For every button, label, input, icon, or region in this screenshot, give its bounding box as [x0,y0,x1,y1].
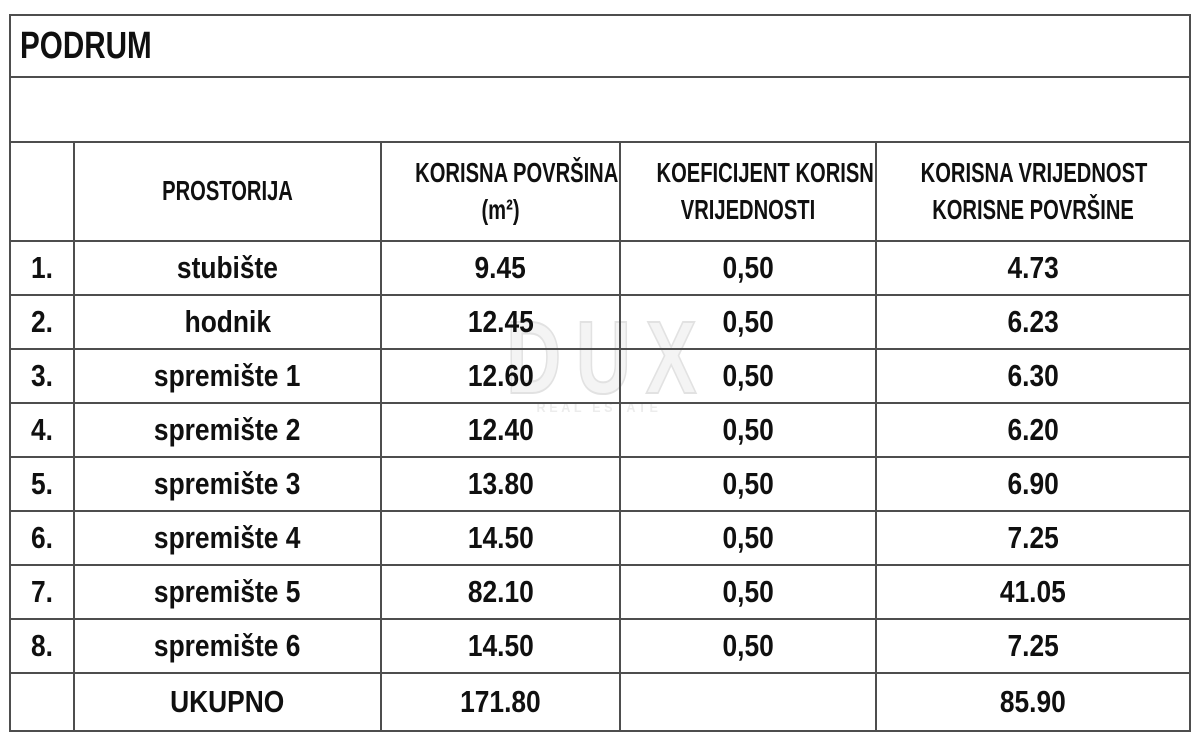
table-row: 7. spremište 5 82.10 0,50 41.05 [9,564,1192,620]
row-number-cell: 7. [9,564,75,620]
total-label-cell: UKUPNO [73,672,382,732]
header-value-label-line2: KORISNE POVRŠINE [932,193,1134,225]
coef-cell: 0,50 [619,564,877,620]
value-cell: 4.73 [874,240,1192,296]
value-cell: 7.25 [874,618,1192,674]
table-row: 1. stubište 9.45 0,50 4.73 [9,240,1192,296]
table-row: 5. spremište 3 13.80 0,50 6.90 [9,456,1192,512]
header-coef-label-line2: VRIJEDNOSTI [680,193,816,225]
total-row: UKUPNO 171.80 85.90 [9,672,1192,732]
spacer-cell [8,76,1192,143]
coef-cell: 0,50 [619,456,877,512]
area-cell: 12.45 [380,294,621,350]
coef-cell: 0,50 [619,294,877,350]
coef-cell: 0,50 [619,402,877,458]
value-cell: 6.30 [874,348,1192,404]
row-number-cell: 2. [9,294,75,350]
coef-cell: 0,50 [619,510,877,566]
table-row: 2. hodnik 12.45 0,50 6.23 [9,294,1192,350]
room-cell: spremište 2 [73,402,382,458]
spacer-band [8,76,1192,143]
header-area-cell: KORISNA POVRŠINA (m²) [380,141,621,242]
total-number-cell [9,672,75,732]
room-cell: spremište 1 [73,348,382,404]
row-number-cell: 6. [9,510,75,566]
header-coef-label-line1: KOEFICIJENT KORISNE [656,157,876,189]
table-row: 4. spremište 2 12.40 0,50 6.20 [9,402,1192,458]
title-band: PODRUM [8,14,1192,78]
header-num-cell [9,141,75,242]
header-room-cell: PROSTORIJA [73,141,382,242]
room-cell: spremište 6 [73,618,382,674]
room-cell: spremište 4 [73,510,382,566]
area-cell: 9.45 [380,240,621,296]
room-cell: stubište [73,240,382,296]
header-coef-cell: KOEFICIJENT KORISNE VRIJEDNOSTI [619,141,877,242]
coef-cell: 0,50 [619,618,877,674]
row-number-cell: 8. [9,618,75,674]
value-cell: 6.23 [874,294,1192,350]
area-cell: 14.50 [380,510,621,566]
area-cell: 82.10 [380,564,621,620]
header-row: PROSTORIJA KORISNA POVRŠINA (m²) KOEFICI… [9,141,1192,242]
total-coef-cell [619,672,877,732]
table-row: 3. spremište 1 12.60 0,50 6.30 [9,348,1192,404]
row-number-cell: 5. [9,456,75,512]
value-cell: 7.25 [874,510,1192,566]
coef-cell: 0,50 [619,348,877,404]
value-cell: 6.90 [874,456,1192,512]
total-value-cell: 85.90 [874,672,1192,732]
header-area-label-line1: KORISNA POVRŠINA [415,157,619,189]
title-cell: PODRUM [8,14,1192,78]
row-number-cell: 1. [9,240,75,296]
header-value-cell: KORISNA VRIJEDNOST KORISNE POVRŠINE [874,141,1192,242]
header-room-label: PROSTORIJA [162,175,293,207]
header-value-label-line1: KORISNA VRIJEDNOST [920,157,1148,189]
total-area-cell: 171.80 [380,672,621,732]
table-row: 6. spremište 4 14.50 0,50 7.25 [9,510,1192,566]
header-area-label-line2: (m²) [481,193,520,225]
area-cell: 12.60 [380,348,621,404]
value-cell: 41.05 [874,564,1192,620]
room-cell: hodnik [73,294,382,350]
room-cell: spremište 5 [73,564,382,620]
value-cell: 6.20 [874,402,1192,458]
coef-cell: 0,50 [619,240,877,296]
area-cell: 13.80 [380,456,621,512]
table-row: 8. spremište 6 14.50 0,50 7.25 [9,618,1192,674]
area-cell: 12.40 [380,402,621,458]
room-cell: spremište 3 [73,456,382,512]
area-calculation-table: PODRUM PROSTORIJA KORISNA POVRŠINA (m²) [8,14,1192,732]
area-cell: 14.50 [380,618,621,674]
row-number-cell: 4. [9,402,75,458]
row-number-cell: 3. [9,348,75,404]
page-title: PODRUM [20,24,152,67]
